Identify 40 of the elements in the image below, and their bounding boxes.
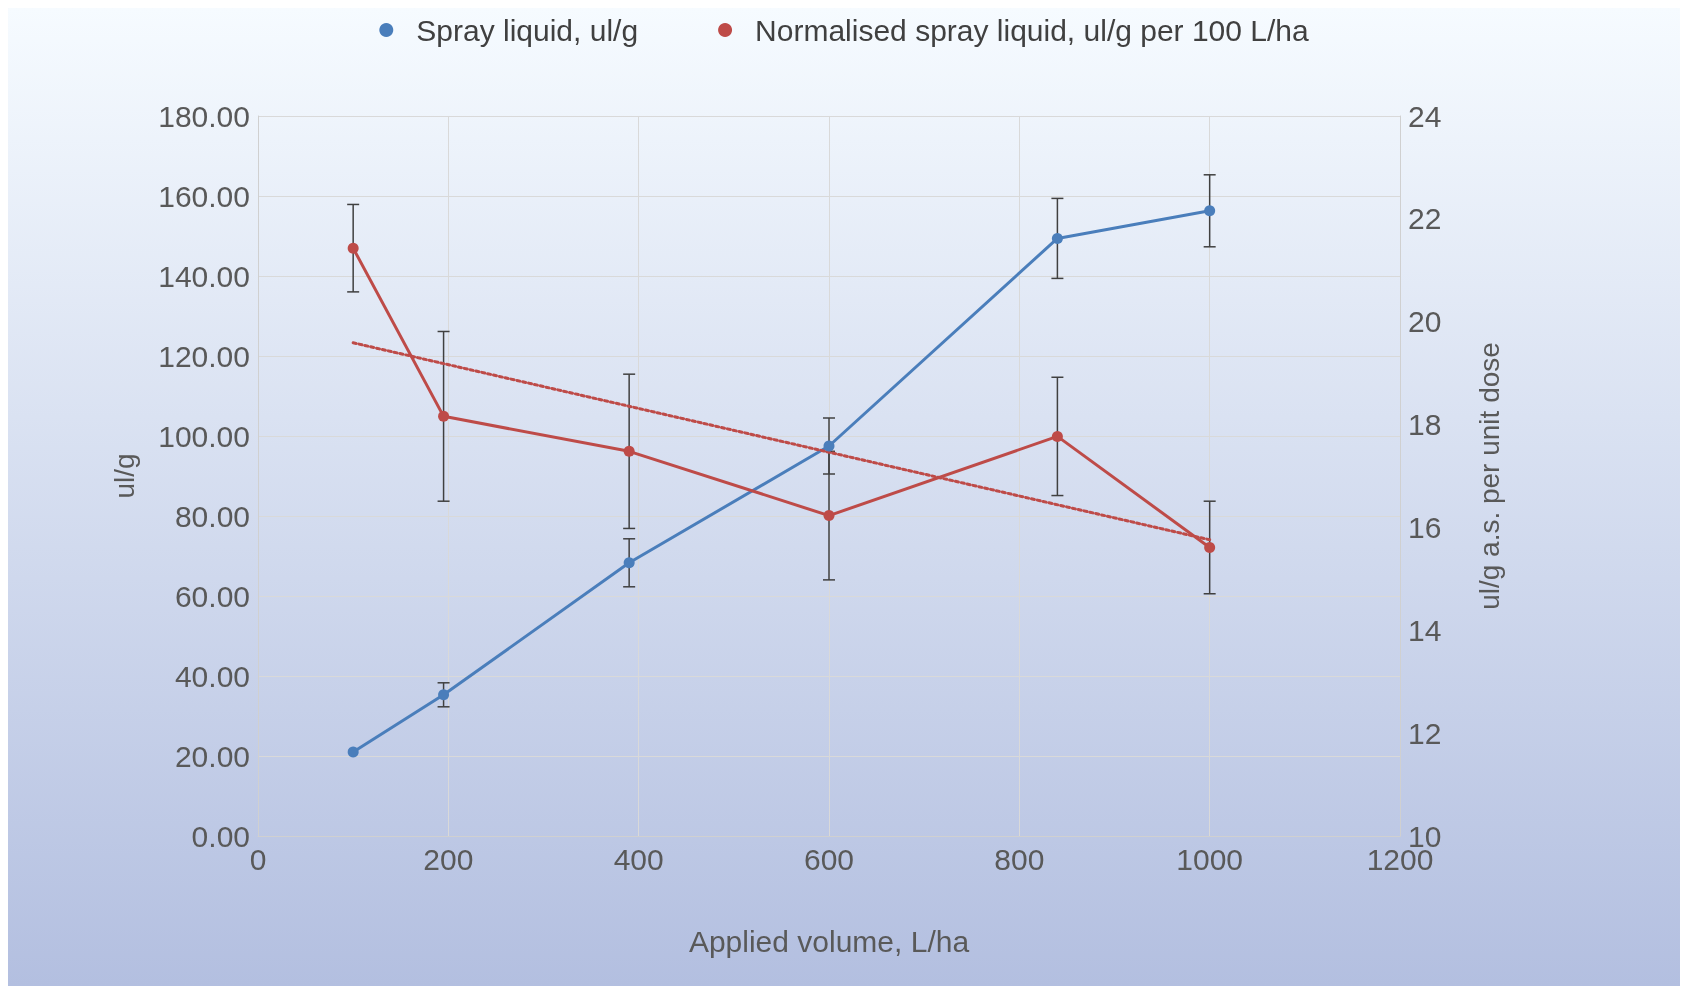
y-tick-label: 180.00 xyxy=(158,99,250,133)
y2-tick-label: 14 xyxy=(1408,613,1442,647)
y-tick-label: 20.00 xyxy=(174,739,250,773)
y-tick-label: 120.00 xyxy=(158,339,250,373)
point xyxy=(438,689,450,701)
y-tick-label: 100.00 xyxy=(158,419,250,453)
y-axis-title: ul/g xyxy=(108,453,140,499)
y-tick-label: 40.00 xyxy=(174,659,250,693)
legend-label: Normalised spray liquid, ul/g per 100 L/ha xyxy=(755,13,1310,47)
y-tick-label: 160.00 xyxy=(158,179,250,213)
point xyxy=(347,746,359,758)
point xyxy=(1204,541,1216,553)
y2-tick-label: 16 xyxy=(1408,510,1442,544)
x-tick-label: 800 xyxy=(994,842,1045,876)
point xyxy=(1051,430,1063,442)
point xyxy=(1204,205,1216,217)
y2-tick-label: 22 xyxy=(1408,202,1442,236)
x-tick-label: 0 xyxy=(249,842,267,876)
x-tick-label: 400 xyxy=(613,842,664,876)
y2-tick-label: 24 xyxy=(1408,99,1442,133)
point xyxy=(823,440,835,452)
x-tick-label: 600 xyxy=(803,842,855,876)
x-axis-title: Applied volume, L/ha xyxy=(688,924,970,958)
y2-axis-title: ul/g a.s. per unit dose xyxy=(1473,342,1505,610)
y2-tick-label: 12 xyxy=(1408,716,1442,750)
point xyxy=(1051,232,1063,244)
y2-tick-label: 20 xyxy=(1408,305,1442,339)
y2-tick-label: 18 xyxy=(1408,408,1442,442)
point xyxy=(438,410,450,422)
x-tick-label: 1000 xyxy=(1176,842,1244,876)
point xyxy=(623,557,635,569)
point xyxy=(623,445,635,457)
point xyxy=(823,510,835,522)
point xyxy=(347,242,359,254)
x-tick-label: 200 xyxy=(423,842,474,876)
y-tick-label: 60.00 xyxy=(174,579,250,613)
y-tick-label: 80.00 xyxy=(174,499,250,533)
legend-label: Spray liquid, ul/g xyxy=(416,13,639,47)
y-tick-label: 0.00 xyxy=(191,819,250,853)
y-tick-label: 140.00 xyxy=(158,259,250,293)
